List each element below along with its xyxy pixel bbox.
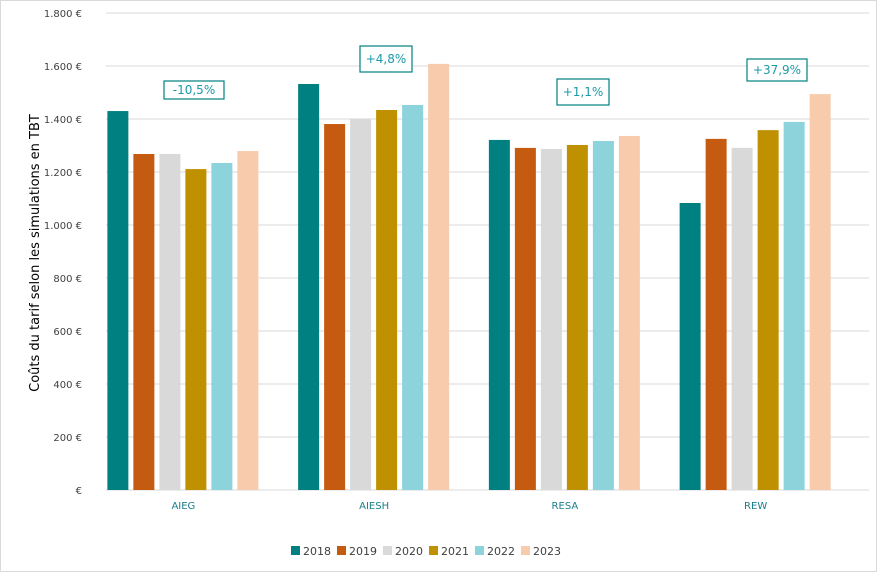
- y-tick-label: 1.600 €: [44, 62, 82, 73]
- bar-aieg-2018: [107, 111, 129, 491]
- legend-swatch-2022: [475, 546, 484, 555]
- bar-rew-2018: [679, 203, 701, 490]
- bar-rew-2021: [757, 130, 779, 490]
- legend-label: 2018: [303, 545, 331, 558]
- annotation-label: +4,8%: [366, 52, 407, 66]
- y-tick-label: 1.800 €: [44, 9, 82, 20]
- x-tick-label: AIESH: [359, 501, 389, 512]
- bar-aiesh-2021: [376, 109, 398, 491]
- y-tick-label: €: [76, 486, 82, 497]
- annotation-box: [163, 80, 225, 100]
- legend-label: 2022: [487, 545, 515, 558]
- annotation-box: [556, 78, 610, 106]
- bar-aiesh-2022: [402, 104, 424, 490]
- bar-aiesh-2023: [428, 63, 450, 490]
- annotation-box: [746, 58, 808, 82]
- x-tick-label: REW: [744, 501, 767, 512]
- bar-resa-2022: [592, 140, 614, 490]
- y-tick-label: 400 €: [53, 380, 82, 391]
- bar-rew-2019: [705, 138, 727, 490]
- bar-resa-2021: [566, 144, 588, 490]
- x-tick-label: RESA: [552, 501, 579, 512]
- legend-label: 2021: [441, 545, 469, 558]
- bar-aieg-2020: [159, 153, 181, 491]
- bar-resa-2020: [540, 148, 562, 490]
- bar-rew-2023: [809, 94, 831, 490]
- legend-label: 2023: [533, 545, 561, 558]
- legend-swatch-2019: [337, 546, 346, 555]
- legend-label: 2020: [395, 545, 423, 558]
- y-tick-label: 1.200 €: [44, 168, 82, 179]
- bar-resa-2019: [514, 147, 536, 490]
- y-tick-label: 800 €: [53, 274, 82, 285]
- legend-swatch-2021: [429, 546, 438, 555]
- bar-aieg-2021: [185, 169, 207, 490]
- bar-aiesh-2019: [324, 124, 346, 490]
- annotation-label: +37,9%: [753, 63, 801, 77]
- y-tick-label: 1.400 €: [44, 115, 82, 126]
- legend-swatch-2020: [383, 546, 392, 555]
- annotation-label: +1,1%: [563, 85, 604, 99]
- bar-aieg-2019: [133, 153, 155, 491]
- y-tick-label: 1.000 €: [44, 221, 82, 232]
- bar-aieg-2022: [211, 162, 233, 491]
- bar-resa-2018: [488, 139, 510, 490]
- x-tick-label: AIEG: [171, 501, 195, 512]
- legend-label: 2019: [349, 545, 377, 558]
- annotation-box: [359, 45, 413, 73]
- y-tick-label: 200 €: [53, 433, 82, 444]
- y-axis-label: Coûts du tarif selon les simulations en …: [28, 114, 43, 392]
- bar-aiesh-2018: [298, 84, 320, 491]
- annotation-label: -10,5%: [173, 83, 215, 97]
- bar-rew-2022: [783, 121, 805, 490]
- y-tick-label: 600 €: [53, 327, 82, 338]
- bar-aiesh-2020: [350, 119, 372, 490]
- bar-resa-2023: [618, 135, 640, 490]
- legend-swatch-2018: [291, 546, 300, 555]
- bar-aieg-2023: [237, 151, 259, 490]
- bar-rew-2020: [731, 147, 753, 490]
- legend-swatch-2023: [521, 546, 530, 555]
